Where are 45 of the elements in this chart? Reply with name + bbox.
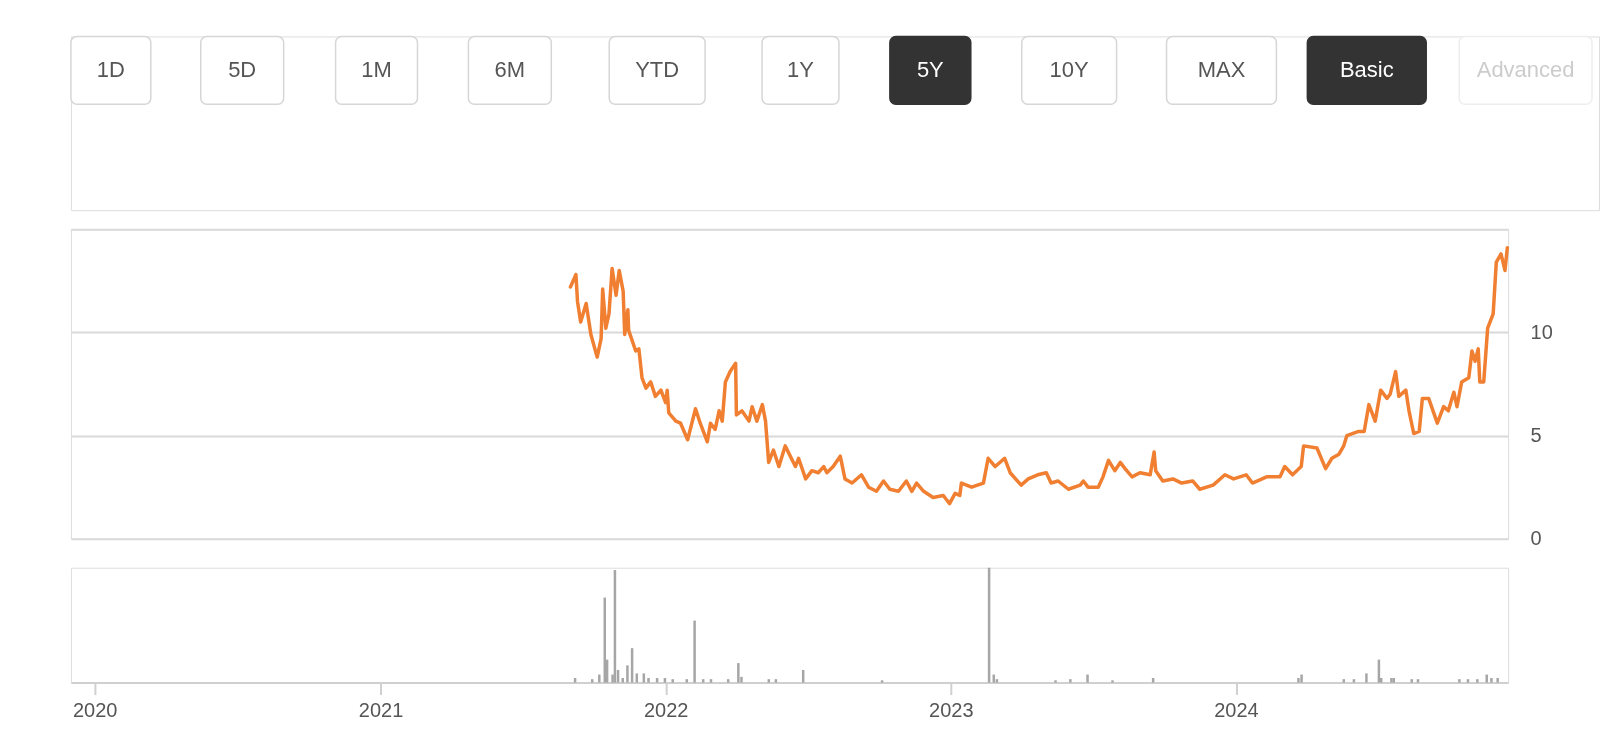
bar — [1300, 674, 1303, 683]
bar — [693, 620, 696, 683]
text: 10Y — [1049, 57, 1090, 83]
text: YTD — [635, 57, 680, 83]
text: 1M — [361, 57, 392, 83]
bar — [1410, 679, 1413, 683]
text: 5Y — [916, 57, 945, 83]
bar — [621, 678, 624, 683]
bar — [1365, 673, 1368, 683]
x-tick-label: 2024 — [1214, 699, 1259, 722]
text: 1D — [96, 57, 125, 83]
bar — [1458, 679, 1461, 683]
bar — [737, 663, 740, 683]
bar — [1086, 674, 1089, 683]
text: 1Y — [787, 57, 815, 83]
bar — [671, 679, 674, 683]
bar — [663, 678, 667, 683]
x-tick-label: 2021 — [358, 699, 404, 722]
bar — [1496, 678, 1499, 683]
bar — [1485, 674, 1488, 683]
bar — [1476, 679, 1479, 683]
text: 5D — [228, 57, 257, 83]
x-tick-label: 2022 — [643, 699, 689, 722]
bar — [598, 674, 601, 683]
bar — [1069, 679, 1072, 683]
line-series — [568, 245, 1510, 506]
y-tick-label: 10 — [1530, 320, 1553, 343]
bar — [1054, 680, 1057, 683]
bar — [655, 678, 659, 683]
bar — [1490, 678, 1493, 683]
y-tick-label: 5 — [1530, 424, 1542, 447]
bar — [591, 679, 594, 683]
bar — [1151, 678, 1155, 683]
bar — [573, 678, 577, 683]
text: 6M — [494, 57, 526, 83]
x-tick-label: 2020 — [72, 699, 118, 722]
bar — [647, 678, 650, 683]
bar — [1297, 678, 1300, 683]
text: Basic — [1339, 57, 1394, 83]
bar — [880, 680, 884, 683]
bar — [1111, 680, 1114, 683]
bar — [626, 665, 629, 683]
y-tick-label: 0 — [1530, 527, 1542, 550]
text: MAX — [1197, 57, 1246, 83]
x-tick-label: 2023 — [929, 699, 974, 722]
